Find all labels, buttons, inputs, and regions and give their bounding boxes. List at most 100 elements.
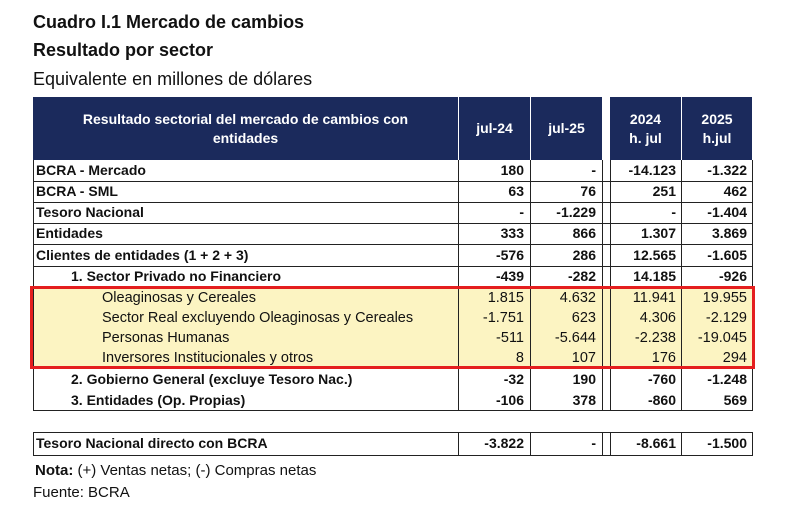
grid-line (33, 244, 753, 245)
cell-2025: -1.500 (707, 435, 747, 451)
cell-jul-25: -5.644 (554, 330, 596, 346)
grid-line (458, 160, 459, 410)
cell-2024: 4.306 (639, 310, 676, 326)
header-2025-h-jul: 2025 h.jul (681, 97, 752, 160)
cell-2025: 19.955 (702, 290, 747, 306)
cell-jul-25: 286 (572, 247, 596, 263)
cell-jul-25: 107 (571, 350, 596, 366)
cell-2024: -2.238 (634, 330, 676, 346)
header-2024-h-jul: 2024 h. jul (610, 97, 681, 160)
cell-2025: 3.869 (711, 225, 747, 241)
cell-2024: -860 (647, 392, 676, 408)
grid-line (33, 181, 753, 182)
cell-2025: -1.248 (707, 371, 747, 387)
grid-line (602, 160, 603, 410)
grid-line (602, 432, 603, 456)
cell-jul-24: -3.822 (484, 435, 524, 451)
cell-jul-25: 378 (572, 392, 596, 408)
row-label: BCRA - Mercado (36, 162, 146, 178)
row-label: 1. Sector Privado no Financiero (71, 268, 282, 284)
cell-jul-25: -1.229 (556, 204, 596, 220)
cell-jul-24: -32 (503, 371, 524, 387)
grid-line (33, 432, 753, 433)
header-label: Resultado sectorial del mercado de cambi… (33, 97, 458, 160)
cell-2025: 462 (723, 183, 747, 199)
cell-jul-25: 623 (571, 310, 596, 326)
cell-2024: 251 (652, 183, 676, 199)
grid-line (610, 432, 611, 456)
note-text: (+) Ventas netas; (-) Compras netas (73, 462, 317, 479)
cell-jul-24: 63 (508, 183, 524, 199)
cell-jul-24: 333 (500, 225, 524, 241)
cell-2025: -1.605 (707, 247, 747, 263)
source: Fuente: BCRA (33, 484, 130, 501)
grid-line (530, 160, 531, 410)
cell-2024: 12.565 (633, 247, 676, 263)
cell-jul-25: - (591, 162, 596, 178)
cell-2025: -926 (718, 268, 747, 284)
cell-2025: -19.045 (697, 330, 747, 346)
grid-line (33, 202, 753, 203)
row-label: BCRA - SML (36, 183, 118, 199)
table-title: Cuadro I.1 Mercado de cambios (33, 12, 305, 32)
cell-2025: -2.129 (705, 310, 747, 326)
row-label: Oleaginosas y Cereales (102, 290, 256, 306)
grid-line (33, 266, 753, 267)
header-jul-25: jul-25 (530, 97, 602, 160)
cell-2025: -1.322 (707, 162, 747, 178)
header-jul-24: jul-24 (458, 97, 530, 160)
grid-line (610, 160, 611, 410)
row-label: Clientes de entidades (1 + 2 + 3) (36, 247, 249, 263)
grid-line (458, 432, 459, 456)
row-label: Entidades (36, 225, 103, 241)
grid-line (33, 223, 753, 224)
cell-2025: 294 (722, 350, 747, 366)
cell-jul-24: -1.751 (482, 310, 524, 326)
cell-jul-24: 8 (515, 350, 524, 366)
cell-2024: 176 (651, 350, 676, 366)
cell-jul-25: 76 (580, 183, 596, 199)
grid-line (752, 432, 753, 456)
cell-jul-24: -439 (495, 268, 524, 284)
row-label: Tesoro Nacional (36, 204, 144, 220)
cell-2024: -760 (647, 371, 676, 387)
highlight-box (30, 286, 755, 369)
cell-jul-24: -576 (495, 247, 524, 263)
row-label: Sector Real excluyendo Oleaginosas y Cer… (102, 310, 414, 326)
cell-2024: -14.123 (628, 162, 676, 178)
grid-line (752, 160, 753, 410)
cell-jul-25: 866 (572, 225, 596, 241)
note-label: Nota: (35, 462, 74, 479)
cell-2025: 569 (723, 392, 747, 408)
highlight-band (33, 288, 752, 368)
grid-line (681, 160, 682, 410)
cell-jul-25: 190 (572, 371, 596, 387)
grid-line (33, 432, 34, 456)
row-label: Tesoro Nacional directo con BCRA (36, 435, 268, 451)
cell-jul-25: - (591, 435, 596, 451)
cell-2024: -8.661 (636, 435, 676, 451)
row-label: 2. Gobierno General (excluye Tesoro Nac.… (71, 371, 353, 387)
grid-line (33, 160, 34, 410)
row-label: 3. Entidades (Op. Propias) (71, 392, 246, 408)
cell-jul-24: - (519, 204, 524, 220)
grid-line (530, 432, 531, 456)
table-unit: Equivalente en millones de dólares (33, 69, 313, 89)
cell-jul-25: 4.632 (559, 290, 596, 306)
cell-2025: -1.404 (707, 204, 747, 220)
cell-2024: - (671, 204, 676, 220)
cell-2024: 1.307 (640, 225, 676, 241)
table-subtitle: Resultado por sector (33, 40, 214, 60)
cell-2024: 14.185 (633, 268, 676, 284)
cell-jul-24: 180 (500, 162, 524, 178)
grid-line (33, 410, 753, 411)
row-label: Inversores Institucionales y otros (102, 350, 314, 366)
row-label: Personas Humanas (102, 330, 230, 346)
cell-jul-24: -511 (496, 330, 524, 346)
cell-jul-25: -282 (567, 268, 596, 284)
grid-line (33, 455, 753, 456)
cell-jul-24: 1.815 (487, 290, 524, 306)
grid-line (681, 432, 682, 456)
cell-2024: 11.941 (632, 290, 676, 306)
cell-jul-24: -106 (495, 392, 524, 408)
